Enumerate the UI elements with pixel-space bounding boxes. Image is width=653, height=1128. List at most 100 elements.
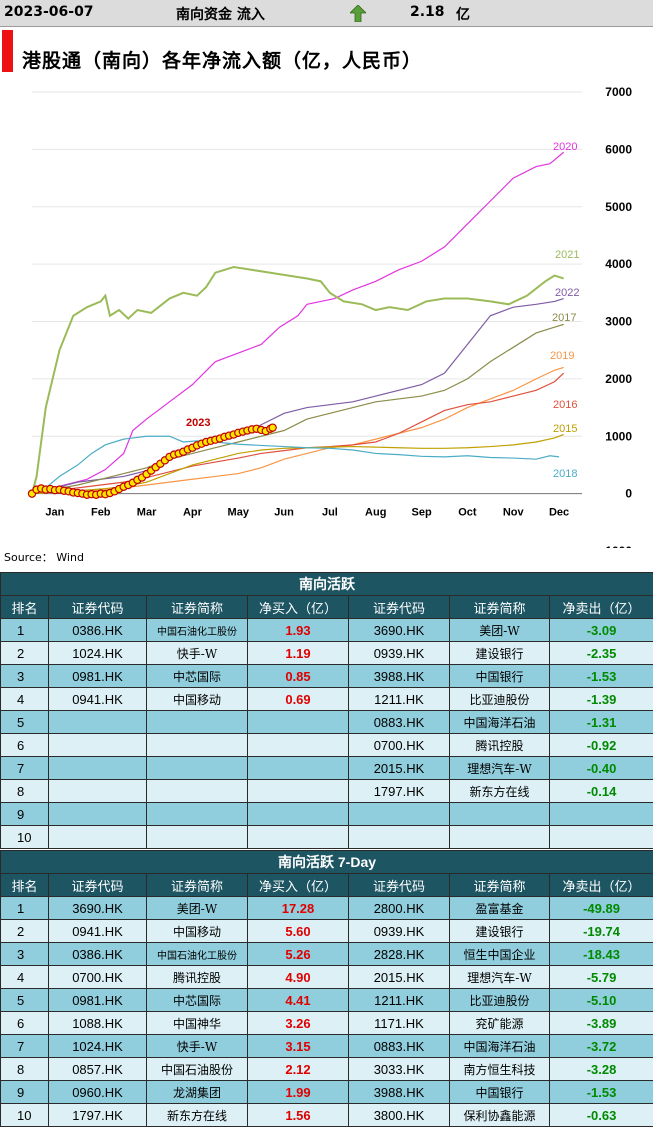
x-tick-label: Apr [183,507,203,519]
title-accent-bar [2,30,13,72]
sell-code-cell: 2015.HK [348,756,450,780]
series-label-2020: 2020 [553,141,577,153]
y-tick-label: 0 [625,487,632,501]
sell-code-cell: 2828.HK [348,942,450,966]
series-line-2022 [31,297,564,495]
x-tick-label: May [228,507,250,519]
table2-title: 南向活跃 7-Day [0,850,653,874]
buy-code-cell [48,733,147,757]
net-sell-cell [548,802,653,826]
up-arrow-icon [349,4,367,26]
net-buy-cell: 1.99 [247,1080,349,1104]
rank-cell: 3 [0,664,49,688]
buy-name-cell: 新东方在线 [146,1103,248,1127]
sell-name-cell [449,825,550,849]
col-buy-code: 证券代码 [48,595,147,619]
rank-cell: 2 [0,919,49,943]
col-net-sell: 净卖出（亿） [548,595,653,619]
buy-code-cell: 0981.HK [48,988,147,1012]
buy-name-cell: 中芯国际 [146,988,248,1012]
y-tick-label: 6000 [605,142,632,156]
net-buy-cell: 3.15 [247,1034,349,1058]
sell-code-cell: 3033.HK [348,1057,450,1081]
table-row: 5 0981.HK 中芯国际 4.41 1211.HK 比亚迪股份 -5.10 [0,988,653,1012]
rank-cell: 9 [0,1080,49,1104]
table-row: 1 3690.HK 美团-W 17.28 2800.HK 盈富基金 -49.89 [0,896,653,920]
buy-code-cell: 0386.HK [48,618,147,642]
buy-code-cell: 1024.HK [48,1034,147,1058]
buy-name-cell: 中国神华 [146,1011,248,1035]
col-net-buy: 净买入（亿） [247,595,349,619]
sell-code-cell: 2015.HK [348,965,450,989]
buy-name-cell [146,779,248,803]
sell-name-cell: 腾讯控股 [449,733,550,757]
net-sell-cell: -49.89 [548,896,653,920]
buy-code-cell: 0857.HK [48,1057,147,1081]
rank-cell: 5 [0,988,49,1012]
net-buy-cell: 1.93 [247,618,349,642]
net-sell-cell: -3.28 [548,1057,653,1081]
rank-cell: 6 [0,1011,49,1035]
net-buy-cell: 3.26 [247,1011,349,1035]
series-line-2018 [31,435,560,495]
buy-code-cell: 0941.HK [48,687,147,711]
col-net-buy: 净买入（亿） [247,873,349,897]
net-buy-cell: 5.26 [247,942,349,966]
y-tick-label: 7000 [605,85,632,99]
net-buy-cell: 0.85 [247,664,349,688]
x-tick-label: Mar [137,507,157,519]
rank-cell: 6 [0,733,49,757]
net-sell-cell: -2.35 [548,641,653,665]
col-buy-name: 证券简称 [146,873,248,897]
net-sell-cell: -5.10 [548,988,653,1012]
col-buy-name: 证券简称 [146,595,248,619]
sell-name-cell: 理想汽车-W [449,756,550,780]
buy-name-cell [146,802,248,826]
y-tick-label: 4000 [605,257,632,271]
net-buy-cell: 1.19 [247,641,349,665]
x-tick-label: Dec [549,507,569,519]
table-row: 2 1024.HK 快手-W 1.19 0939.HK 建设银行 -2.35 [0,641,653,665]
net-sell-cell: -0.14 [548,779,653,803]
southbound-active-table: 南向活跃 排名 证券代码 证券简称 净买入（亿） 证券代码 证券简称 净卖出（亿… [0,572,653,849]
net-buy-cell: 17.28 [247,896,349,920]
buy-name-cell [146,733,248,757]
table-row: 10 [0,825,653,849]
sell-name-cell [449,802,550,826]
header-value: 2.18 [410,4,445,20]
table2-body: 1 3690.HK 美团-W 17.28 2800.HK 盈富基金 -49.89 2 0941.… [0,896,653,1127]
net-buy-cell [247,756,349,780]
rank-cell: 1 [0,618,49,642]
x-tick-label: Oct [458,507,477,519]
buy-code-cell [48,825,147,849]
buy-name-cell: 快手-W [146,641,248,665]
buy-code-cell [48,779,147,803]
net-buy-cell [247,710,349,734]
table-row: 5 0883.HK 中国海洋石油 -1.31 [0,710,653,734]
chart-title: 港股通（南向）各年净流入额（亿，人民币） [22,50,423,72]
sell-code-cell: 1797.HK [348,779,450,803]
buy-name-cell: 腾讯控股 [146,965,248,989]
x-tick-label: Nov [503,507,525,519]
net-sell-cell: -1.53 [548,1080,653,1104]
table-row: 6 0700.HK 腾讯控股 -0.92 [0,733,653,757]
table2-header-row: 排名 证券代码 证券简称 净买入（亿） 证券代码 证券简称 净卖出（亿） [0,873,653,897]
net-buy-cell [247,825,349,849]
buy-name-cell: 中国移动 [146,687,248,711]
y-tick-label: -1000 [601,544,632,548]
net-buy-cell [247,733,349,757]
x-tick-label: Aug [365,507,386,519]
sell-code-cell: 3988.HK [348,1080,450,1104]
net-sell-cell: -3.72 [548,1034,653,1058]
table-row: 6 1088.HK 中国神华 3.26 1171.HK 兖矿能源 -3.89 [0,1011,653,1035]
rank-cell: 10 [0,1103,49,1127]
header-unit: 亿 [456,7,470,23]
series-line-2016 [31,372,565,495]
x-tick-label: Sep [411,507,431,519]
buy-code-cell: 1797.HK [48,1103,147,1127]
buy-code-cell [48,802,147,826]
rank-cell: 4 [0,687,49,711]
rank-cell: 5 [0,710,49,734]
table-row: 10 1797.HK 新东方在线 1.56 3800.HK 保利协鑫能源 -0.63 [0,1103,653,1127]
buy-name-cell: 美团-W [146,896,248,920]
